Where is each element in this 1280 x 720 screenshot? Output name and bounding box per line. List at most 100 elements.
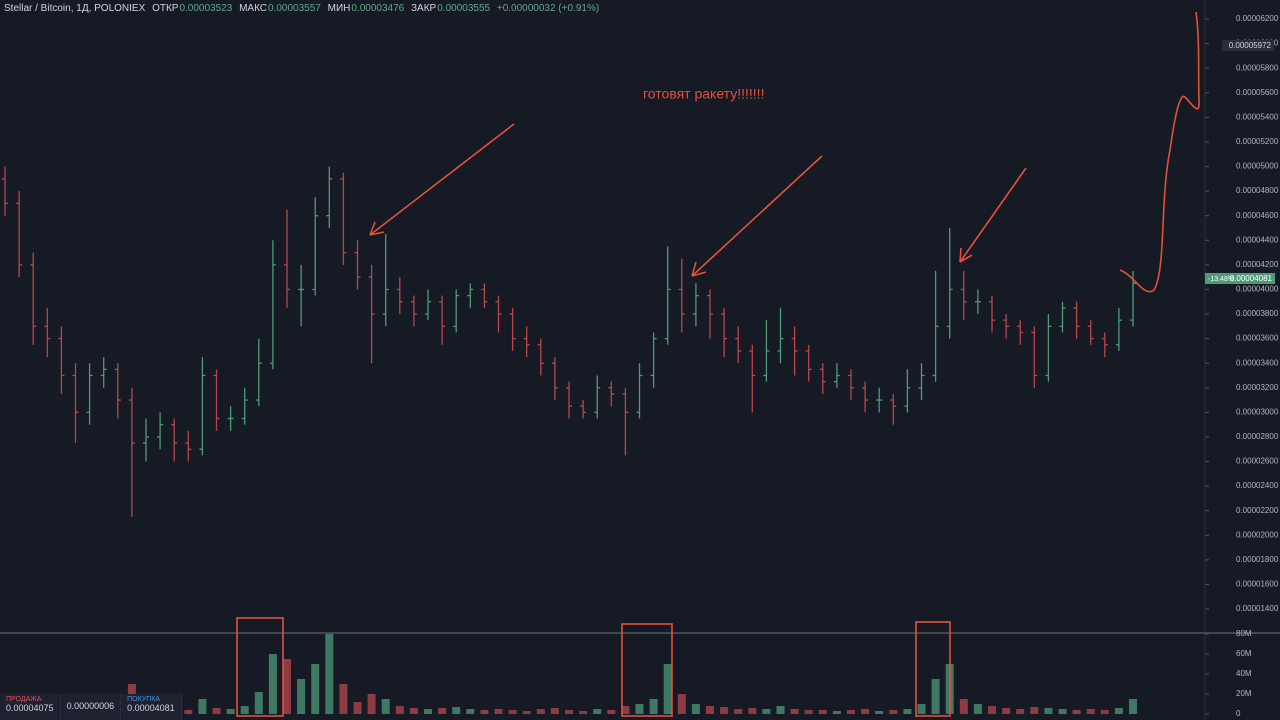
y-tick-label: 0.00005600 (1236, 88, 1279, 97)
volume-bar (565, 710, 573, 714)
volume-bar (649, 699, 658, 714)
volume-bar (663, 664, 672, 714)
volume-bar (409, 708, 418, 714)
y-tick-label: 0.00005200 (1236, 137, 1279, 146)
ohlc-value: 0.00003523 (179, 3, 233, 14)
volume-bar (691, 704, 700, 714)
volume-bar (889, 710, 898, 714)
buy-label: ПОКУПКА (127, 696, 175, 703)
volume-bar (832, 711, 841, 714)
arrow-head (691, 261, 707, 277)
y-tick-label: 0.00003000 (1236, 407, 1279, 416)
y-tick-label: 0.00004800 (1236, 186, 1279, 195)
volume-bar (1100, 710, 1109, 714)
ohlc-label: МИН (327, 3, 351, 14)
volume-bar (311, 664, 320, 714)
volume-bar (508, 710, 517, 714)
y-tick-label: 0.00002800 (1236, 432, 1279, 441)
spread: 0.00000006 (60, 694, 122, 720)
y-tick-label: 0.00003600 (1236, 334, 1279, 343)
volume-bar (184, 710, 193, 714)
price-axis-bg (1205, 0, 1280, 720)
volume-bar (367, 694, 376, 714)
highlight-box (236, 617, 284, 717)
arrow-head (959, 247, 973, 263)
volume-bar (776, 706, 785, 714)
highlight-box (621, 623, 673, 717)
y-tick-label: 0.00001800 (1236, 555, 1279, 564)
volume-bar (734, 709, 743, 714)
y-tick-label: 0.00003800 (1236, 309, 1279, 318)
volume-bar (973, 704, 982, 714)
y-tick-label: 0.00004600 (1236, 211, 1279, 220)
volume-bar (240, 706, 249, 714)
volume-bar (325, 634, 334, 714)
volume-bar (677, 694, 686, 714)
forecast-curve (1119, 11, 1200, 293)
buy-button[interactable]: ПОКУПКА 0.00004081 (121, 694, 182, 720)
volume-bar (903, 709, 912, 714)
crosshair-tag (1222, 40, 1274, 51)
sell-label: ПРОДАЖА (6, 696, 54, 703)
y-tick-label: 0.00002200 (1236, 506, 1279, 515)
volume-bar (212, 708, 221, 714)
volume-bar (635, 704, 644, 714)
sell-button[interactable]: ПРОДАЖА 0.00004075 (0, 694, 61, 720)
volume-bar (550, 708, 559, 714)
y-tick-label: 0.00005400 (1236, 112, 1279, 121)
volume-bar (1129, 699, 1137, 714)
ohlc-value: 0.00003555 (437, 3, 491, 14)
volume-bar (438, 708, 447, 714)
y-tick-label: 0.00004200 (1236, 260, 1279, 269)
y-tick-label: 0.00005800 (1236, 63, 1279, 72)
volume-bar (579, 711, 588, 714)
volume-bar (748, 708, 757, 714)
volume-bar (198, 699, 207, 714)
y-tick-label: 0.00002400 (1236, 481, 1279, 490)
y-tick-label: 0.00006200 (1236, 14, 1279, 23)
annotation: готовят ракету!!!!!!! (643, 86, 764, 102)
y-tick-label: 0.00002600 (1236, 457, 1279, 466)
volume-bar (395, 706, 404, 714)
header: Stellar / Bitcoin, 1Д, POLONIEX ОТКР0.00… (4, 3, 603, 14)
volume-bar (297, 679, 306, 714)
ohlc-label: ЗАКР (411, 3, 437, 14)
volume-bar (1044, 708, 1053, 714)
ohlc-label: МАКС (239, 3, 268, 14)
highlight-box (915, 621, 951, 717)
y-tick-label: 0.00001400 (1236, 604, 1279, 613)
volume-bar (424, 709, 432, 714)
y-tick-label: 0.00003400 (1236, 358, 1279, 367)
y-tick-label: 0.00001600 (1236, 580, 1279, 589)
y-tick-label: 0.00005000 (1236, 162, 1279, 171)
symbol-title[interactable]: Stellar / Bitcoin, 1Д, POLONIEX (4, 3, 146, 14)
last-price-tag (1205, 273, 1275, 284)
volume-bar (875, 711, 884, 714)
volume-bar (522, 711, 531, 714)
sell-price: 0.00004075 (6, 703, 54, 713)
ohlc-label: ОТКР (152, 3, 179, 14)
buy-price: 0.00004081 (127, 703, 175, 713)
y-tick-label: 0.00003200 (1236, 383, 1279, 392)
volume-bar (1058, 709, 1067, 714)
volume-bar (917, 704, 926, 714)
volume-bar (536, 709, 545, 714)
volume-bar (494, 709, 503, 714)
volume-bar (959, 699, 968, 714)
volume-bar (1072, 710, 1081, 714)
volume-bar (931, 679, 940, 714)
volume-bar (339, 684, 348, 714)
volume-bar (254, 692, 263, 714)
y-tick-label: 80M (1236, 629, 1252, 638)
volume-bar (988, 706, 996, 714)
volume-bar (847, 710, 855, 714)
volume-bar (804, 710, 813, 714)
volume-bar (452, 707, 461, 714)
y-tick-label: 0.00004400 (1236, 235, 1279, 244)
volume-bar (283, 659, 291, 714)
arrow (369, 123, 515, 236)
volume-bar (593, 709, 602, 714)
y-tick-label: 0.00002000 (1236, 530, 1279, 539)
